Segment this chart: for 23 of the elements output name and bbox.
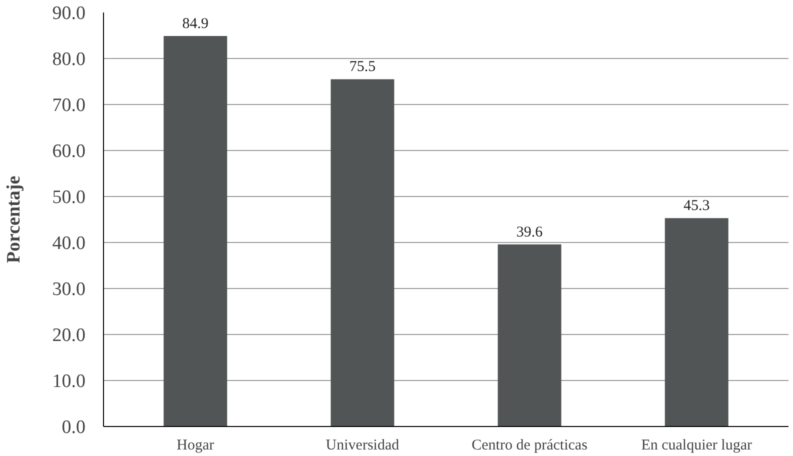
bar [330, 79, 394, 426]
bar [664, 218, 728, 426]
y-tick-label: 20.0 [52, 325, 86, 346]
x-tick-label: Universidad [326, 438, 400, 454]
y-tick-label: 50.0 [52, 187, 86, 208]
x-tick-label: Hogar [176, 438, 214, 454]
x-tick-label: Centro de prácticas [472, 438, 588, 454]
y-tick-label: 90.0 [52, 3, 86, 24]
bar [164, 36, 228, 426]
y-tick-label: 0.0 [62, 417, 86, 438]
y-tick-label: 80.0 [52, 49, 86, 70]
data-label: 39.6 [516, 224, 544, 240]
y-tick-label: 10.0 [52, 371, 86, 392]
bar [498, 244, 562, 426]
x-tick-label: En cualquier lugar [641, 438, 752, 454]
data-label: 45.3 [683, 198, 710, 214]
y-tick-label: 40.0 [52, 233, 86, 254]
data-label: 84.9 [182, 16, 209, 32]
y-tick-label: 60.0 [52, 141, 86, 162]
y-axis-title: Porcentaje [3, 176, 24, 264]
y-tick-label: 70.0 [52, 95, 86, 116]
data-label: 75.5 [349, 59, 376, 76]
y-tick-label: 30.0 [52, 279, 86, 300]
